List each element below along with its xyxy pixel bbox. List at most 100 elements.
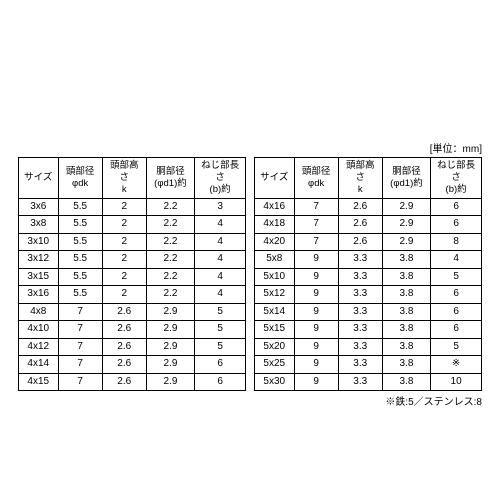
- cell: 4: [195, 233, 246, 251]
- cell: 4x20: [255, 233, 295, 251]
- cell: 2.6: [102, 338, 146, 356]
- cell: 9: [294, 303, 338, 321]
- cell: ※: [431, 356, 482, 374]
- table-row: 4x1872.62.96: [255, 216, 482, 234]
- cell: 4x8: [19, 303, 59, 321]
- cell: 6: [195, 356, 246, 374]
- cell: 2.6: [338, 233, 382, 251]
- cell: 5x15: [255, 321, 295, 339]
- col-header-4: ねじ部長さ(b)約: [431, 158, 482, 199]
- cell: 7: [58, 338, 102, 356]
- cell: 2.6: [102, 303, 146, 321]
- cell: 2.6: [338, 198, 382, 216]
- table-row: 4x1672.62.96: [255, 198, 482, 216]
- cell: 3x15: [19, 268, 59, 286]
- cell: 3: [195, 198, 246, 216]
- cell: 9: [294, 251, 338, 269]
- cell: 2.9: [146, 321, 195, 339]
- footnote: ※鉄:5／ステンレス:8: [18, 393, 482, 408]
- cell: 7: [58, 356, 102, 374]
- left-table: サイズ頭部径φdk頭部高さk胴部径(φd1)約ねじ部長さ(b)約 3x65.52…: [18, 157, 246, 391]
- cell: 3.3: [338, 321, 382, 339]
- cell: 2.2: [146, 268, 195, 286]
- table-row: 4x1572.62.96: [19, 373, 246, 391]
- col-header-2: 頭部高さk: [102, 158, 146, 199]
- cell: 5.5: [58, 251, 102, 269]
- cell: 4x15: [19, 373, 59, 391]
- cell: 2: [102, 216, 146, 234]
- table-row: 5x893.33.84: [255, 251, 482, 269]
- cell: 2.9: [146, 356, 195, 374]
- table-row: 4x1272.62.95: [19, 338, 246, 356]
- cell: 7: [294, 216, 338, 234]
- cell: 5x20: [255, 338, 295, 356]
- cell: 5: [195, 338, 246, 356]
- cell: 7: [58, 321, 102, 339]
- table-row: 4x1072.62.95: [19, 321, 246, 339]
- cell: 5.5: [58, 286, 102, 304]
- cell: 3.3: [338, 286, 382, 304]
- cell: 2: [102, 198, 146, 216]
- cell: 3x10: [19, 233, 59, 251]
- table-row: 5x1493.33.86: [255, 303, 482, 321]
- cell: 5.5: [58, 216, 102, 234]
- cell: 3x6: [19, 198, 59, 216]
- table-row: 5x2593.33.8※: [255, 356, 482, 374]
- cell: 4: [195, 268, 246, 286]
- cell: 3.8: [382, 286, 431, 304]
- cell: 3.3: [338, 338, 382, 356]
- col-header-4: ねじ部長さ(b)約: [195, 158, 246, 199]
- cell: 2.9: [146, 338, 195, 356]
- cell: 4: [431, 251, 482, 269]
- table-row: 5x1593.33.86: [255, 321, 482, 339]
- cell: 3.3: [338, 373, 382, 391]
- cell: 2.2: [146, 198, 195, 216]
- cell: 4x18: [255, 216, 295, 234]
- cell: 3.8: [382, 303, 431, 321]
- table-row: 3x85.522.24: [19, 216, 246, 234]
- cell: 2: [102, 268, 146, 286]
- cell: 9: [294, 286, 338, 304]
- cell: 9: [294, 321, 338, 339]
- cell: 3.8: [382, 373, 431, 391]
- cell: 3.3: [338, 268, 382, 286]
- cell: 4: [195, 251, 246, 269]
- cell: 2.9: [382, 198, 431, 216]
- cell: 6: [431, 303, 482, 321]
- cell: 9: [294, 356, 338, 374]
- cell: 7: [294, 198, 338, 216]
- cell: 3.8: [382, 251, 431, 269]
- cell: 4x12: [19, 338, 59, 356]
- table-row: 3x165.522.24: [19, 286, 246, 304]
- cell: 9: [294, 373, 338, 391]
- cell: 7: [294, 233, 338, 251]
- cell: 3.8: [382, 321, 431, 339]
- cell: 5: [195, 303, 246, 321]
- table-row: 3x125.522.24: [19, 251, 246, 269]
- cell: 5: [195, 321, 246, 339]
- cell: 2.2: [146, 286, 195, 304]
- cell: 5.5: [58, 198, 102, 216]
- cell: 4x14: [19, 356, 59, 374]
- cell: 9: [294, 338, 338, 356]
- col-header-1: 頭部径φdk: [58, 158, 102, 199]
- left-body: 3x65.522.233x85.522.243x105.522.243x125.…: [19, 198, 246, 391]
- cell: 3x16: [19, 286, 59, 304]
- cell: 6: [431, 198, 482, 216]
- left-header-row: サイズ頭部径φdk頭部高さk胴部径(φd1)約ねじ部長さ(b)約: [19, 158, 246, 199]
- cell: 3.8: [382, 338, 431, 356]
- cell: 3.3: [338, 356, 382, 374]
- col-header-0: サイズ: [19, 158, 59, 199]
- cell: 3x8: [19, 216, 59, 234]
- cell: 2: [102, 233, 146, 251]
- col-header-0: サイズ: [255, 158, 295, 199]
- cell: 2.2: [146, 233, 195, 251]
- cell: 10: [431, 373, 482, 391]
- cell: 2.9: [382, 216, 431, 234]
- cell: 5x25: [255, 356, 295, 374]
- cell: 2.2: [146, 251, 195, 269]
- right-header-row: サイズ頭部径φdk頭部高さk胴部径(φd1)約ねじ部長さ(b)約: [255, 158, 482, 199]
- cell: 5: [431, 338, 482, 356]
- cell: 5x14: [255, 303, 295, 321]
- cell: 3.3: [338, 251, 382, 269]
